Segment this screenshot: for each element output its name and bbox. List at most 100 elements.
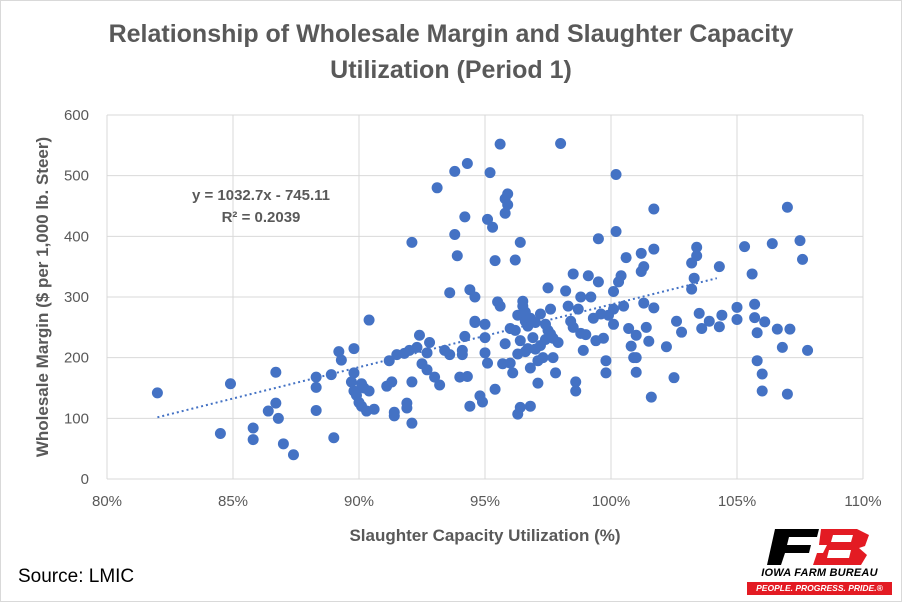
chart-title-line2: Utilization (Period 1) [330, 56, 572, 84]
data-point [464, 400, 476, 412]
data-point [575, 291, 587, 303]
x-tick-label: 110% [844, 493, 881, 510]
data-point [739, 241, 751, 253]
data-point [310, 371, 322, 383]
fb-logo-mark-icon [767, 529, 869, 565]
y-tick-label: 500 [64, 168, 89, 185]
data-point [335, 354, 347, 366]
data-point [716, 309, 728, 321]
iowa-farm-bureau-logo: IOWA FARM BUREAU PEOPLE. PROGRESS. PRIDE… [747, 525, 892, 597]
data-point [751, 327, 763, 339]
data-point [668, 372, 680, 384]
data-point [640, 321, 652, 333]
data-point [635, 247, 647, 259]
data-point [562, 300, 574, 312]
data-point [542, 282, 554, 294]
data-point [703, 315, 715, 327]
data-point [688, 272, 700, 284]
data-point [484, 167, 496, 179]
data-point [784, 323, 796, 335]
data-point [696, 323, 708, 335]
data-point [494, 300, 506, 312]
data-point [600, 355, 612, 367]
data-point [499, 207, 511, 219]
data-point [781, 201, 793, 213]
data-point [469, 291, 481, 303]
data-point [494, 138, 506, 150]
data-point [406, 417, 418, 429]
data-point [648, 302, 660, 314]
data-point [756, 368, 768, 380]
data-point [608, 303, 620, 315]
data-point [713, 321, 725, 333]
data-point [608, 286, 620, 298]
data-point [691, 241, 703, 253]
data-point [600, 367, 612, 379]
data-point [648, 203, 660, 215]
data-point [386, 376, 398, 388]
data-point [459, 211, 471, 223]
data-point [272, 412, 284, 424]
data-point [610, 225, 622, 237]
y-tick-label: 0 [81, 471, 89, 488]
data-point [499, 338, 511, 350]
y-tick-label: 100 [64, 410, 89, 427]
y-tick-label: 200 [64, 350, 89, 367]
data-point [479, 347, 491, 359]
logo-name: IOWA FARM BUREAU [761, 567, 878, 579]
data-point [570, 376, 582, 388]
data-point [532, 377, 544, 389]
data-point [461, 158, 473, 170]
data-point [444, 287, 456, 299]
data-point [429, 371, 441, 383]
data-point [630, 329, 642, 341]
data-point [643, 335, 655, 347]
data-point [310, 381, 322, 393]
data-point [310, 404, 322, 416]
trendline-equation: y = 1032.7x - 745.11 [192, 187, 330, 204]
data-point [151, 387, 163, 399]
data-point [731, 313, 743, 325]
data-point [597, 332, 609, 344]
y-axis-title: Wholesale Margin ($ per 1,000 lb. Steer) [33, 137, 52, 457]
data-point [224, 378, 236, 390]
data-point [348, 343, 360, 355]
data-point [482, 357, 494, 369]
data-point [363, 385, 375, 397]
data-point [431, 182, 443, 194]
data-point [693, 307, 705, 319]
data-point [550, 367, 562, 379]
data-point [537, 352, 549, 364]
data-point [459, 330, 471, 342]
data-point [534, 308, 546, 320]
data-point [638, 261, 650, 273]
data-point [514, 401, 526, 413]
data-point [388, 410, 400, 422]
source-label: Source: LMIC [18, 566, 135, 587]
data-point [645, 391, 657, 403]
data-point [686, 283, 698, 295]
y-tick-label: 300 [64, 289, 89, 306]
data-point [713, 261, 725, 273]
data-point [270, 366, 282, 378]
data-point [691, 250, 703, 262]
x-tick-label: 90% [344, 493, 374, 510]
data-point [476, 396, 488, 408]
data-point [648, 243, 660, 255]
data-point [214, 428, 226, 439]
data-point [348, 367, 360, 379]
data-point [749, 312, 761, 324]
data-point [502, 188, 514, 200]
data-point [731, 301, 743, 313]
data-point [333, 346, 345, 358]
data-point [368, 403, 380, 415]
data-point [406, 236, 418, 248]
data-point [625, 340, 637, 352]
data-point [638, 297, 650, 309]
data-point [479, 332, 491, 344]
data-point [504, 357, 516, 369]
chart-title: Relationship of Wholesale Margin and Sla… [108, 20, 794, 48]
x-tick-label: 80% [92, 493, 122, 510]
data-point [630, 352, 642, 364]
data-point [529, 316, 541, 328]
